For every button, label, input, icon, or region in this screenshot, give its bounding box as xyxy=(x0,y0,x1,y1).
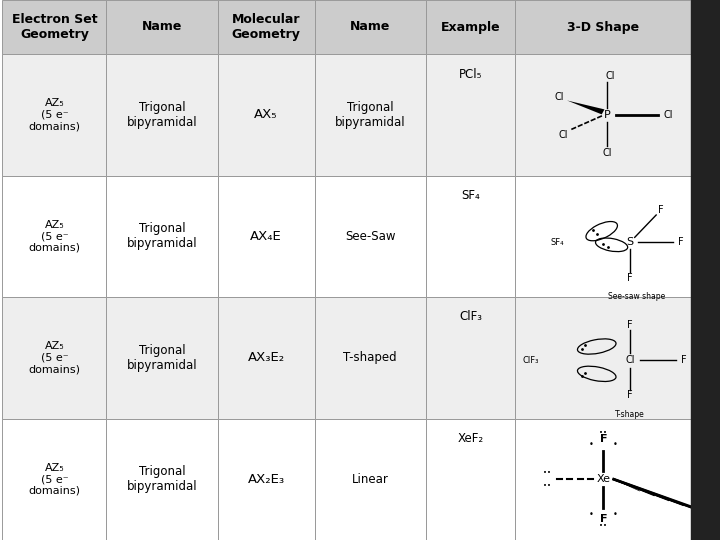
Text: •: • xyxy=(589,440,594,449)
Text: ClF₃: ClF₃ xyxy=(459,310,482,323)
Text: Cl: Cl xyxy=(602,148,612,158)
Bar xyxy=(516,418,691,540)
Bar xyxy=(107,297,217,418)
Bar xyxy=(516,176,691,297)
Text: F: F xyxy=(627,273,633,284)
Bar xyxy=(315,0,426,54)
Bar xyxy=(426,418,516,540)
Text: AX₅: AX₅ xyxy=(254,108,278,122)
Text: AX₃E₂: AX₃E₂ xyxy=(248,351,284,364)
Bar xyxy=(217,54,315,176)
Text: T-shaped: T-shaped xyxy=(343,351,397,364)
Text: AZ₅
(5 e⁻
domains): AZ₅ (5 e⁻ domains) xyxy=(28,341,81,374)
Text: Cl: Cl xyxy=(625,355,634,365)
Text: F: F xyxy=(658,205,664,215)
Text: See-Saw: See-Saw xyxy=(345,230,395,243)
Bar xyxy=(217,297,315,418)
Text: Xe: Xe xyxy=(596,474,611,484)
Text: F: F xyxy=(681,355,687,365)
Text: Name: Name xyxy=(142,21,182,33)
Bar xyxy=(107,0,217,54)
Text: Trigonal
bipyramidal: Trigonal bipyramidal xyxy=(127,465,197,493)
Bar xyxy=(516,54,691,176)
Bar xyxy=(107,54,217,176)
Text: Name: Name xyxy=(350,21,390,33)
Bar xyxy=(2,54,107,176)
Text: Cl: Cl xyxy=(554,92,564,102)
Bar xyxy=(315,54,426,176)
Bar xyxy=(516,0,691,54)
Text: Trigonal
bipyramidal: Trigonal bipyramidal xyxy=(127,344,197,372)
Text: ••: •• xyxy=(599,523,608,529)
Bar xyxy=(315,176,426,297)
Text: SF₄: SF₄ xyxy=(550,238,564,247)
Text: •: • xyxy=(613,510,618,519)
Bar xyxy=(315,418,426,540)
Text: AX₄E: AX₄E xyxy=(251,230,282,243)
Text: ••: •• xyxy=(696,518,704,524)
Text: Trigonal
bipyramidal: Trigonal bipyramidal xyxy=(127,101,197,129)
Text: P: P xyxy=(603,110,611,120)
Text: AZ₅
(5 e⁻
domains): AZ₅ (5 e⁻ domains) xyxy=(28,220,81,253)
Bar xyxy=(107,176,217,297)
Bar xyxy=(315,297,426,418)
Text: AZ₅
(5 e⁻
domains): AZ₅ (5 e⁻ domains) xyxy=(28,98,81,131)
Polygon shape xyxy=(567,100,605,114)
Text: 3-D Shape: 3-D Shape xyxy=(567,21,639,33)
Text: F: F xyxy=(678,237,684,247)
Bar xyxy=(217,0,315,54)
Text: XeF₂: XeF₂ xyxy=(457,432,484,445)
Text: Molecular
Geometry: Molecular Geometry xyxy=(232,13,300,41)
Text: •: • xyxy=(613,440,618,449)
Text: F: F xyxy=(627,320,633,330)
Text: T-shape: T-shape xyxy=(615,410,644,420)
Text: Cl: Cl xyxy=(606,71,615,81)
Text: AZ₅
(5 e⁻
domains): AZ₅ (5 e⁻ domains) xyxy=(28,463,81,496)
Text: See-saw shape: See-saw shape xyxy=(608,293,665,301)
Text: S: S xyxy=(626,237,634,247)
Text: ••: •• xyxy=(543,470,551,476)
Text: ClF₃: ClF₃ xyxy=(523,356,539,364)
Text: Example: Example xyxy=(441,21,500,33)
Bar xyxy=(217,176,315,297)
Text: Electron Set
Geometry: Electron Set Geometry xyxy=(12,13,97,41)
Text: AX₂E₃: AX₂E₃ xyxy=(248,472,284,486)
Bar xyxy=(2,418,107,540)
Text: •: • xyxy=(589,510,594,519)
Bar xyxy=(426,176,516,297)
Bar xyxy=(426,54,516,176)
Text: F: F xyxy=(600,434,607,444)
Bar xyxy=(426,0,516,54)
Text: ••: •• xyxy=(543,483,551,489)
Bar xyxy=(691,0,720,540)
Bar xyxy=(516,297,691,418)
Bar xyxy=(107,418,217,540)
Text: Cl: Cl xyxy=(663,110,672,120)
Bar xyxy=(217,418,315,540)
Text: PCl₅: PCl₅ xyxy=(459,68,482,80)
Bar xyxy=(2,0,107,54)
Text: Trigonal
bipyramidal: Trigonal bipyramidal xyxy=(127,222,197,250)
Text: F: F xyxy=(627,390,633,400)
Text: Trigonal
bipyramidal: Trigonal bipyramidal xyxy=(335,101,405,129)
Text: ••: •• xyxy=(599,430,608,436)
Bar xyxy=(426,297,516,418)
Text: F: F xyxy=(600,515,607,524)
Bar xyxy=(2,176,107,297)
Bar xyxy=(2,297,107,418)
Text: Cl: Cl xyxy=(559,130,568,140)
Text: SF₄: SF₄ xyxy=(462,189,480,202)
Text: Linear: Linear xyxy=(351,472,389,486)
